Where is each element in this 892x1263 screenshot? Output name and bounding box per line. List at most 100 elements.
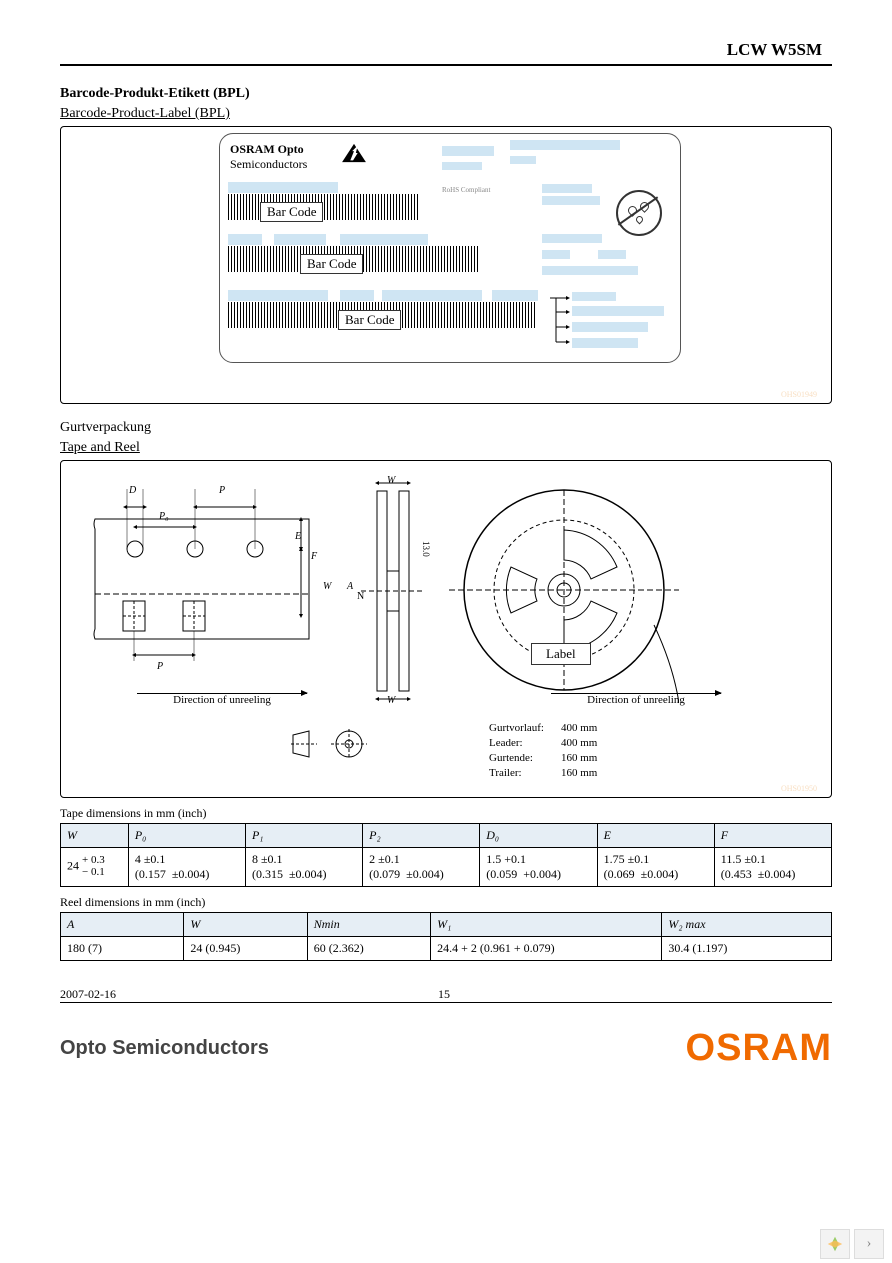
nav-app-icon[interactable] [820, 1229, 850, 1259]
dim-Wbot: W [387, 695, 395, 706]
dim-P1: P [157, 661, 163, 672]
reel-caption: Reel dimensions in mm (inch) [60, 895, 832, 910]
opto-text: Opto Semiconductors [60, 1037, 269, 1060]
td: 24.4 + 2 (0.961 + 0.079) [431, 937, 662, 961]
product-code: LCW W5SM [60, 40, 832, 60]
reel-label: Label [531, 643, 591, 665]
dim-Wtop: W [387, 475, 395, 486]
dim-E: E [295, 531, 301, 542]
td: 2 ±0.1(0.079 ±0.004) [363, 848, 480, 887]
reel-side [361, 481, 425, 701]
dim-P: P [219, 485, 225, 496]
dim-D: D [129, 485, 136, 496]
dim-N: N [357, 591, 364, 602]
field-hl [572, 292, 616, 301]
page: LCW W5SM Barcode-Produkt-Etikett (BPL) B… [0, 0, 892, 1013]
th: W₁ [431, 913, 662, 937]
esd-icon [340, 142, 368, 164]
brand-bar: Opto Semiconductors OSRAM [0, 1013, 892, 1076]
field-hl [228, 234, 262, 245]
field-hl [598, 250, 626, 259]
arrow-right-icon [137, 693, 307, 694]
dim-A: A [347, 581, 353, 592]
th: P₁ [245, 824, 362, 848]
field-hl [510, 156, 536, 164]
page-footer: 2007-02-16 15 [60, 987, 832, 1002]
field-hl [542, 266, 638, 275]
th: W₂ max [662, 913, 832, 937]
field-hl [228, 290, 328, 301]
bpl-title-de: Barcode-Produkt-Etikett (BPL) [60, 86, 832, 102]
side-len: 13.0 [421, 541, 431, 557]
tr-title-de: Gurtverpackung [60, 420, 832, 436]
td: 11.5 ±0.1(0.453 ±0.004) [714, 848, 831, 887]
reel-mini-icons [291, 729, 401, 765]
arrow-right-icon [551, 693, 721, 694]
td: 4 ±0.1(0.157 ±0.004) [128, 848, 245, 887]
field-hl [274, 234, 326, 245]
leader-notes: Gurtvorlauf:400 mm Leader:400 mm Gurtend… [489, 721, 597, 780]
bpl-company-2: Semiconductors [230, 157, 307, 171]
td: 30.4 (1.197) [662, 937, 832, 961]
bpl-title-en: Barcode-Product-Label (BPL) [60, 106, 832, 122]
direction-left: Direction of unreeling [137, 693, 307, 706]
tape-table: W P₀ P₁ P₂ D₀ E F 24 + 0.3− 0.1 4 ±0.1(0… [60, 823, 832, 887]
th: Nmin [307, 913, 430, 937]
th: D₀ [480, 824, 597, 848]
th: P₀ [128, 824, 245, 848]
th: F [714, 824, 831, 848]
tape-diagram [85, 489, 315, 689]
bpl-label-card: OSRAM Opto Semiconductors Bar Code RoHS … [219, 133, 681, 363]
td: 1.5 +0.1(0.059 +0.004) [480, 848, 597, 887]
td: 180 (7) [61, 937, 184, 961]
th: P₂ [363, 824, 480, 848]
tr-panel: D P P₀ P F E W Direction of unreeling W … [60, 460, 832, 798]
nav-next-button[interactable]: › [854, 1229, 884, 1259]
bpl-ref: OHS01949 [781, 390, 817, 399]
field-hl [572, 338, 638, 348]
barcode-2-label: Bar Code [300, 254, 363, 274]
bpl-panel: OSRAM Opto Semiconductors Bar Code RoHS … [60, 126, 832, 404]
field-hl [340, 290, 374, 301]
field-hl [542, 250, 570, 259]
rule [60, 64, 832, 66]
th: W [184, 913, 307, 937]
field-hl [442, 146, 494, 156]
rohs-text: RoHS Compliant [442, 186, 490, 194]
td: 60 (2.362) [307, 937, 430, 961]
td: 8 ±0.1(0.315 ±0.004) [245, 848, 362, 887]
footer-rule [60, 1002, 832, 1003]
tr-ref: OHS01950 [781, 784, 817, 793]
field-hl [542, 234, 602, 243]
field-hl [572, 306, 664, 316]
table-row: 180 (7) 24 (0.945) 60 (2.362) 24.4 + 2 (… [61, 937, 832, 961]
field-hl [492, 290, 538, 301]
field-hl [572, 322, 648, 332]
td: 24 + 0.3− 0.1 [61, 848, 129, 887]
dim-F: F [311, 551, 317, 562]
barcode-1-label: Bar Code [260, 202, 323, 222]
dim-P0: P₀ [159, 511, 169, 522]
field-hl [510, 140, 620, 150]
field-hl [542, 196, 600, 205]
field-hl [382, 290, 482, 301]
bpl-company: OSRAM Opto Semiconductors [230, 142, 307, 172]
th: A [61, 913, 184, 937]
viewer-nav: › [820, 1229, 884, 1259]
field-hl [542, 184, 592, 193]
bpl-company-1: OSRAM Opto [230, 142, 304, 156]
field-hl [340, 234, 428, 245]
no-hand-icon [616, 190, 662, 236]
reel-front [449, 485, 679, 715]
th: E [597, 824, 714, 848]
reel-table: A W Nmin W₁ W₂ max 180 (7) 24 (0.945) 60… [60, 912, 832, 961]
td: 1.75 ±0.1(0.069 ±0.004) [597, 848, 714, 887]
td: 24 (0.945) [184, 937, 307, 961]
field-hl [442, 162, 482, 170]
th: W [61, 824, 129, 848]
osram-logo: OSRAM [686, 1027, 832, 1070]
tape-caption: Tape dimensions in mm (inch) [60, 806, 832, 821]
direction-right: Direction of unreeling [551, 693, 721, 706]
barcode-3-label: Bar Code [338, 310, 401, 330]
footer-page: 15 [438, 987, 450, 1002]
